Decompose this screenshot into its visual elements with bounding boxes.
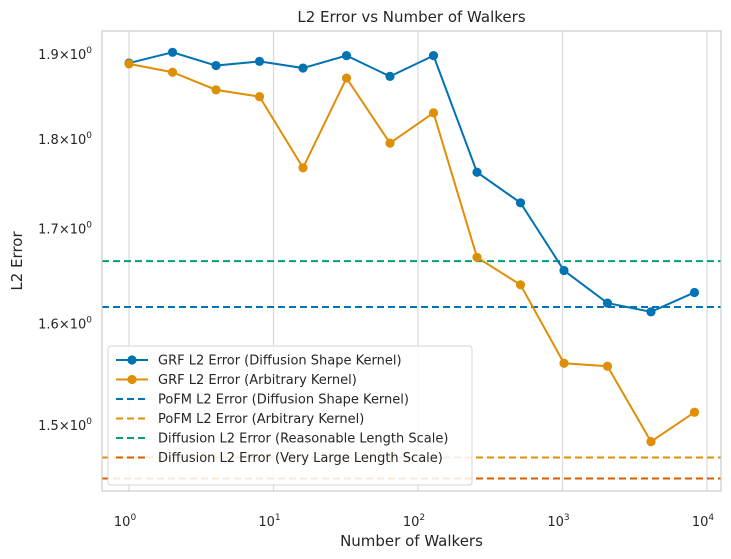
y-axis-label: L2 Error bbox=[8, 231, 26, 291]
y-tick-mantissa: 1.7 bbox=[38, 222, 59, 237]
y-tick-base: 10 bbox=[70, 133, 87, 148]
legend-label: GRF L2 Error (Diffusion Shape Kernel) bbox=[158, 354, 402, 369]
x-tick-base: 10 bbox=[692, 515, 709, 530]
series-line bbox=[128, 51, 695, 313]
legend-swatch-marker bbox=[127, 355, 137, 365]
data-point bbox=[341, 51, 352, 61]
plot-frame bbox=[101, 30, 722, 492]
y-tick-label: 1.5×100 bbox=[38, 417, 92, 434]
y-tick-base: 10 bbox=[70, 419, 87, 434]
x-tick-label: 104 bbox=[692, 513, 715, 530]
data-point bbox=[689, 407, 700, 417]
x-tick-base: 10 bbox=[258, 515, 275, 530]
data-point bbox=[254, 92, 265, 102]
y-tick-base: 10 bbox=[70, 222, 87, 237]
data-point bbox=[298, 63, 308, 73]
legend-swatch-marker bbox=[127, 374, 137, 385]
data-point bbox=[211, 85, 221, 95]
y-tick-label: 1.7×100 bbox=[38, 220, 92, 237]
x-tick-label: 100 bbox=[114, 513, 137, 530]
series-line bbox=[128, 62, 696, 444]
x-tick-base: 10 bbox=[547, 515, 564, 530]
x-tick-base: 10 bbox=[403, 515, 420, 530]
data-point bbox=[341, 73, 352, 83]
y-tick-label: 1.8×100 bbox=[38, 131, 92, 148]
data-point bbox=[167, 47, 178, 57]
legend-label: PoFM L2 Error (Diffusion Shape Kernel) bbox=[158, 393, 409, 408]
y-tick-exponent: 0 bbox=[86, 131, 92, 141]
data-point bbox=[559, 265, 569, 276]
data-point bbox=[602, 298, 613, 308]
y-tick-exponent: 0 bbox=[86, 316, 92, 326]
tick-labels: 100 101 102 103 1041.5×1001.6×1001.7×1001.8×… bbox=[38, 46, 714, 530]
y-tick-label: 1.9×100 bbox=[38, 46, 92, 63]
y-tick-mantissa: 1.9 bbox=[38, 48, 59, 63]
data-point bbox=[689, 287, 700, 298]
data-point bbox=[211, 60, 221, 71]
y-tick-label: 1.6×100 bbox=[38, 316, 92, 333]
data-point bbox=[124, 59, 134, 69]
x-tick-label: 102 bbox=[403, 513, 425, 530]
data-point bbox=[559, 358, 569, 368]
x-tick-exponent: 0 bbox=[130, 513, 136, 523]
data-point bbox=[298, 163, 308, 173]
legend-label: Diffusion L2 Error (Reasonable Length Sc… bbox=[158, 432, 448, 447]
data-point bbox=[254, 56, 265, 66]
x-tick-base: 10 bbox=[114, 515, 131, 530]
legend: GRF L2 Error (Diffusion Shape Kernel) GRF… bbox=[107, 345, 473, 486]
data-point bbox=[385, 71, 395, 82]
data-point bbox=[646, 437, 656, 447]
y-tick-exponent: 0 bbox=[86, 220, 92, 230]
data-point bbox=[428, 51, 439, 61]
data-point bbox=[602, 361, 613, 371]
data-point bbox=[515, 280, 526, 290]
y-tick-mantissa: 1.6 bbox=[38, 318, 59, 333]
y-tick-times: × bbox=[59, 133, 70, 148]
x-tick-exponent: 1 bbox=[275, 513, 281, 523]
data-point bbox=[515, 198, 526, 208]
data-point bbox=[167, 67, 178, 77]
y-tick-exponent: 0 bbox=[86, 417, 92, 427]
chart-title: L2 Error vs Number of Walkers bbox=[297, 8, 525, 26]
series-lines bbox=[124, 47, 700, 447]
data-point bbox=[646, 307, 656, 317]
y-tick-times: × bbox=[59, 419, 70, 434]
y-tick-base: 10 bbox=[70, 318, 87, 333]
data-point bbox=[385, 138, 395, 148]
legend-box bbox=[107, 345, 473, 486]
x-tick-label: 103 bbox=[547, 513, 569, 530]
data-point bbox=[472, 167, 482, 177]
y-tick-times: × bbox=[59, 222, 70, 237]
y-tick-mantissa: 1.8 bbox=[38, 133, 59, 148]
y-tick-times: × bbox=[59, 48, 70, 63]
y-tick-times: × bbox=[59, 318, 70, 333]
legend-label: Diffusion L2 Error (Very Large Length Sc… bbox=[158, 451, 443, 466]
data-point bbox=[428, 108, 439, 118]
legend-label: PoFM L2 Error (Arbitrary Kernel) bbox=[158, 412, 364, 427]
x-tick-exponent: 2 bbox=[419, 513, 425, 523]
y-tick-mantissa: 1.5 bbox=[38, 419, 59, 434]
x-axis-label: Number of Walkers bbox=[340, 532, 483, 550]
x-tick-exponent: 3 bbox=[564, 513, 570, 523]
x-tick-label: 101 bbox=[258, 513, 280, 530]
y-tick-exponent: 0 bbox=[86, 46, 92, 56]
x-tick-exponent: 4 bbox=[708, 513, 714, 523]
legend-label: GRF L2 Error (Arbitrary Kernel) bbox=[158, 373, 357, 388]
data-point bbox=[472, 252, 482, 262]
y-tick-base: 10 bbox=[70, 48, 87, 63]
